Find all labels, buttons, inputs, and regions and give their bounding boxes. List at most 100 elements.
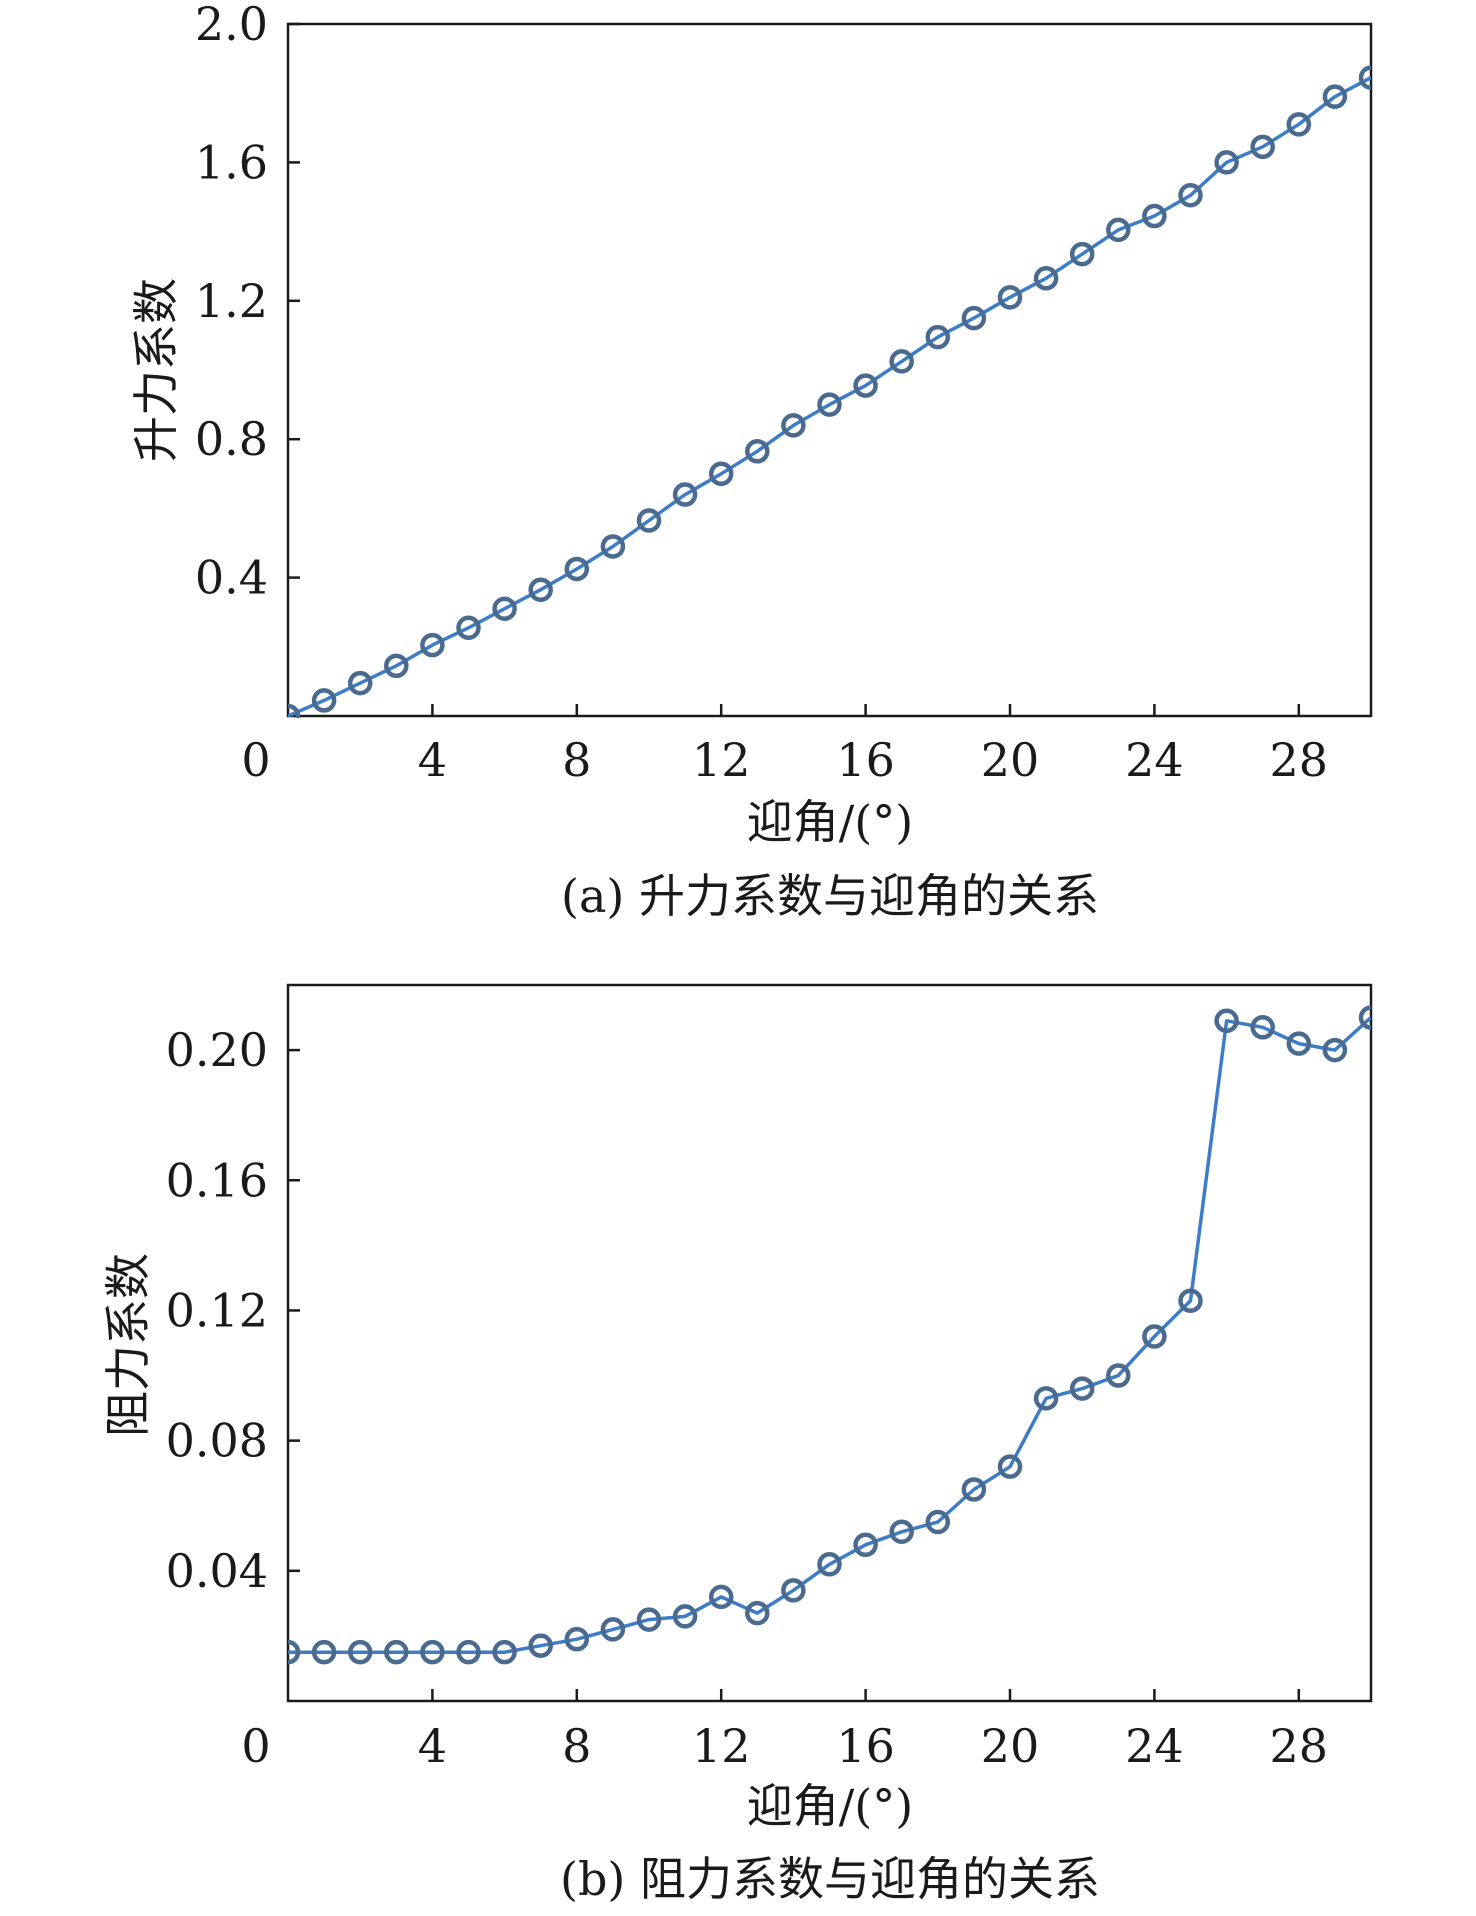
data-point-b (1033, 1386, 1059, 1411)
data-point-b (600, 1617, 626, 1642)
x-tick-label-a: 16 (836, 733, 895, 787)
x-axis-title-a: 迎角/(°) (747, 795, 913, 849)
data-point-a (1322, 84, 1348, 109)
data-point-b (672, 1604, 698, 1629)
data-point-a (311, 688, 337, 713)
data-point-a (1214, 150, 1239, 175)
data-point-b (636, 1607, 662, 1632)
data-point-b (456, 1639, 481, 1665)
data-point-b (853, 1532, 878, 1558)
plot-frame-b (286, 983, 1373, 1703)
x-tick-label-b: 16 (836, 1719, 895, 1773)
x-tick-label-b: 4 (418, 1719, 447, 1773)
data-point-b (1106, 1363, 1131, 1388)
panel-a: 4 8 12 16 20 24 28 0.4 0.8 1.2 1.6 2.0 0 升力系数 迎角/(… (129, 0, 1373, 923)
y-ticks-b: 0.04 0.08 0.12 0.16 0.20 (166, 1023, 300, 1598)
data-point-a (817, 392, 842, 417)
data-point-b (564, 1626, 590, 1652)
data-point-b (1286, 1031, 1312, 1056)
data-point-a (672, 482, 698, 507)
data-point-b (1214, 1008, 1239, 1034)
data-point-a (420, 632, 445, 658)
y-tick-label-b: 0.20 (166, 1023, 268, 1077)
data-point-b (997, 1454, 1023, 1479)
data-point-b (1322, 1037, 1348, 1063)
data-point-b (420, 1639, 445, 1665)
data-point-b (1358, 1005, 1371, 1030)
data-point-b (492, 1639, 517, 1665)
data-point-a (347, 670, 373, 696)
x-ticks-a: 4 8 12 16 20 24 28 (418, 704, 1328, 787)
x-tick-label-a: 28 (1270, 733, 1329, 787)
x-tick-label-b: 12 (692, 1719, 751, 1773)
caption-a: (a) 升力系数与迎角的关系 (561, 869, 1099, 923)
x-ticks-b: 4 8 12 16 20 24 28 (418, 1689, 1328, 1773)
data-point-a (1033, 266, 1059, 291)
data-point-a (1142, 203, 1167, 229)
data-point-a (961, 305, 987, 331)
data-point-a (708, 461, 734, 487)
plot-frame-a (286, 22, 1373, 718)
data-point-a (492, 596, 517, 621)
y-ticks-a: 0.4 0.8 1.2 1.6 2.0 (195, 0, 300, 605)
x-tick-label-b: 24 (1125, 1719, 1184, 1773)
series-line-b (288, 1016, 1371, 1654)
data-point-a (288, 703, 301, 718)
x-tick-label-b: 28 (1270, 1719, 1329, 1773)
y-tick-label-a: 1.2 (195, 274, 268, 328)
data-point-b (1142, 1324, 1167, 1349)
data-point-b (925, 1509, 951, 1535)
data-point-a (1178, 183, 1203, 208)
x-tick-label-a: 20 (981, 733, 1040, 787)
series-clip-group-a (288, 65, 1371, 718)
data-point-a (1106, 217, 1131, 243)
data-point-a (925, 324, 951, 350)
y-tick-label-b: 0.04 (166, 1544, 268, 1598)
data-point-b (708, 1584, 734, 1610)
data-point-a (528, 577, 553, 602)
data-point-b (528, 1633, 553, 1658)
series-lift (288, 65, 1371, 718)
x-tick-label-a: 4 (418, 733, 447, 787)
data-point-a (997, 285, 1023, 310)
data-point-a (781, 413, 806, 438)
y-axis-title-b: 阻力系数 (101, 1253, 155, 1437)
x-axis-zero-label-a: 0 (241, 733, 270, 787)
y-tick-label-b: 0.08 (166, 1414, 268, 1468)
data-point-a (889, 349, 914, 374)
data-point-a (636, 508, 662, 533)
y-tick-label-b: 0.12 (166, 1283, 268, 1337)
data-point-b (781, 1578, 806, 1603)
series-clip-group-b (288, 1005, 1371, 1665)
series-line-a (288, 76, 1371, 718)
data-point-a (564, 556, 590, 582)
data-point-b (384, 1639, 409, 1665)
x-tick-label-a: 12 (692, 733, 751, 787)
y-tick-label-a: 2.0 (195, 0, 268, 51)
y-tick-label-a: 0.4 (195, 551, 268, 605)
x-axis-title-b: 迎角/(°) (747, 1779, 913, 1833)
x-tick-label-b: 8 (562, 1719, 591, 1773)
caption-b: (b) 阻力系数与迎角的关系 (560, 1852, 1100, 1906)
data-point-a (384, 653, 409, 679)
data-point-b (745, 1600, 770, 1626)
y-tick-label-a: 0.8 (195, 412, 268, 466)
data-point-b (1178, 1288, 1203, 1313)
data-point-b (1069, 1376, 1095, 1401)
data-point-b (961, 1477, 987, 1502)
data-point-b (1250, 1015, 1275, 1040)
series-drag (288, 1005, 1371, 1665)
data-point-a (600, 534, 626, 559)
data-point-a (1358, 65, 1371, 90)
panel-b: 4 8 12 16 20 24 28 0.04 0.08 0.12 0.16 0.20 0 阻力系数… (101, 983, 1373, 1906)
x-tick-label-a: 24 (1125, 733, 1184, 787)
data-point-b (889, 1519, 914, 1545)
data-point-b (288, 1639, 301, 1665)
data-point-a (1286, 112, 1312, 137)
x-tick-label-a: 8 (562, 733, 591, 787)
data-point-b (817, 1552, 842, 1577)
data-point-a (853, 373, 878, 398)
x-axis-zero-label-b: 0 (241, 1719, 270, 1773)
y-tick-label-a: 1.6 (195, 135, 268, 189)
